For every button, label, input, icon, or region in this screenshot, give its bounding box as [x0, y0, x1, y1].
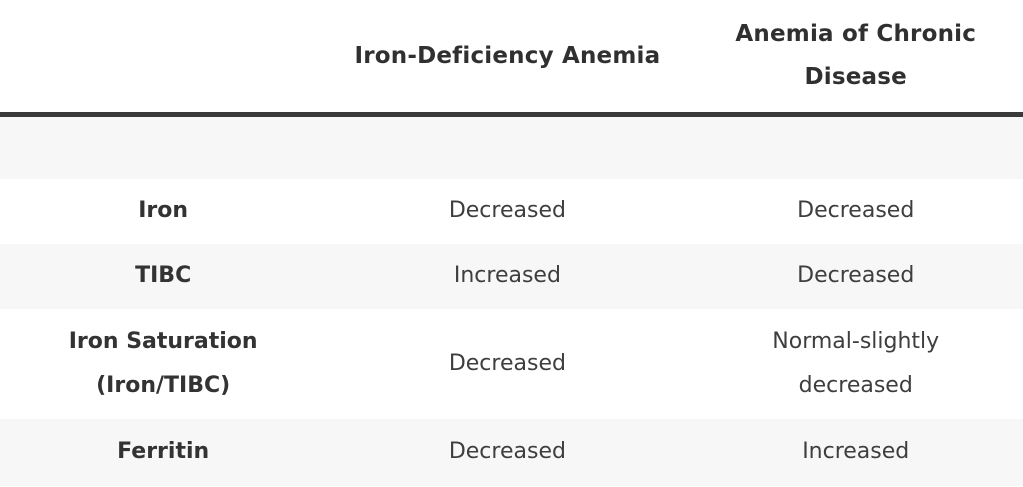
cell-value: Increased — [802, 439, 910, 464]
table-row-ferritin: Ferritin Decreased Increased — [0, 418, 1023, 486]
cell-value — [688, 115, 1023, 179]
column-header-label: Anemia of Chronic Disease — [735, 21, 977, 90]
column-header-anemia-of-chronic-disease: Anemia of Chronic Disease — [688, 0, 1023, 115]
cell-value: Decreased — [797, 263, 915, 288]
row-label: TIBC — [135, 263, 192, 288]
cell-value: Decreased — [448, 198, 566, 223]
cell-value: Decreased — [448, 350, 566, 376]
cell-value: Normal-slightly decreased — [688, 309, 1023, 419]
cell-value: Increased — [453, 263, 561, 288]
row-label-text: Iron Saturation (Iron/TIBC) — [68, 328, 258, 398]
column-header-empty — [0, 0, 326, 115]
spacer-row — [0, 114, 1023, 179]
row-label: Iron Saturation (Iron/TIBC) — [0, 309, 326, 419]
column-header-label: Iron-Deficiency Anemia — [354, 42, 661, 69]
header-row: Iron-Deficiency Anemia Anemia of Chronic… — [0, 0, 1023, 115]
table-row-iron: Iron Decreased Decreased — [0, 179, 1023, 244]
cell-value — [326, 115, 688, 179]
row-label — [0, 115, 326, 179]
table-row-iron-saturation: Iron Saturation (Iron/TIBC) Decreased No… — [0, 309, 1023, 419]
table-row-tibc: TIBC Increased Decreased — [0, 243, 1023, 309]
cell-value: Decreased — [797, 198, 915, 223]
column-header-iron-deficiency-anemia: Iron-Deficiency Anemia — [326, 0, 688, 115]
cell-value: Decreased — [448, 439, 566, 464]
row-label: Ferritin — [117, 439, 210, 464]
row-label: Iron — [138, 198, 189, 223]
cell-value-text: Normal-slightly decreased — [772, 328, 940, 398]
